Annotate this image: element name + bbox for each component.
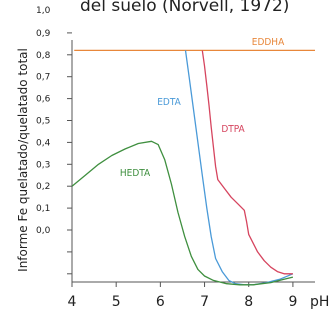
y-tick-label: 0,1: [36, 204, 50, 214]
y-tick-label: 0,4: [36, 138, 51, 148]
series-label-eddha: EDDHA: [252, 37, 285, 48]
y-tick-label: 0,0: [36, 226, 51, 236]
series-label-dtpa: DTPA: [221, 124, 245, 135]
series-line-hedta: [71, 140, 294, 286]
y-tick-label: 0,2: [36, 182, 50, 192]
x-tick-label: 6: [156, 294, 165, 310]
series-label-edta: EDTA: [157, 97, 181, 108]
y-tick-label: 0,5: [36, 117, 50, 127]
x-tick-label: 4: [68, 294, 77, 310]
x-axis-label: pH: [310, 294, 329, 310]
x-tick-label: 7: [200, 294, 209, 310]
series-line-dtpa: [201, 50, 293, 275]
chart-title: del suelo (Norvell, 1972): [80, 0, 289, 16]
y-tick-label: 0,7: [36, 73, 50, 83]
y-tick-label: 1,0: [36, 6, 51, 16]
y-tick-label: 0,6: [36, 95, 51, 105]
y-tick-label: 0,8: [36, 51, 51, 61]
series-line-edta: [184, 50, 294, 286]
y-axis-label: Informe Fe quelatado/quelatado total: [16, 48, 30, 272]
x-tick-label: 9: [288, 294, 297, 310]
series-label-hedta: HEDTA: [120, 168, 151, 179]
y-tick-label: 0,9: [36, 29, 51, 39]
x-tick-label: 5: [112, 294, 121, 310]
y-tick-label: 0,3: [36, 160, 50, 170]
x-tick-label: 8: [244, 294, 253, 310]
